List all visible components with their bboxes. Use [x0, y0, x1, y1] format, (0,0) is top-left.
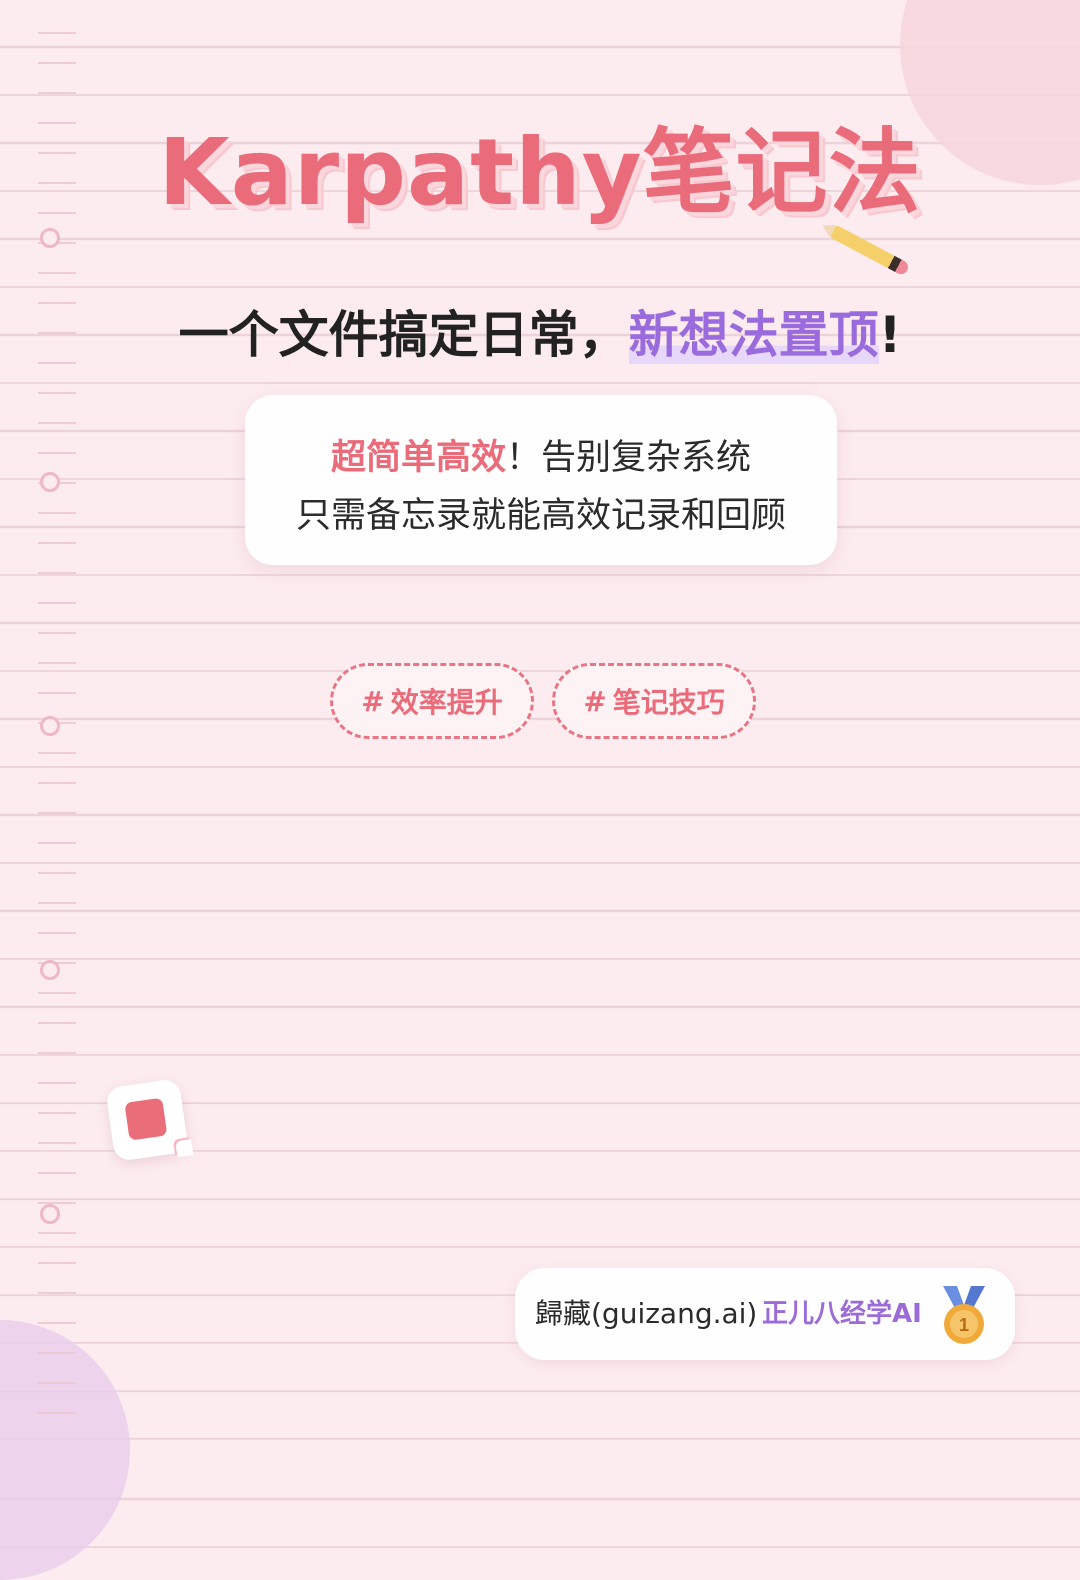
- notebook-ring: [40, 472, 60, 492]
- subtitle-suffix: !: [878, 306, 902, 364]
- sticky-note-square: [124, 1097, 168, 1141]
- notebook-ring: [40, 960, 60, 980]
- sticky-note-icon: [105, 1078, 194, 1162]
- pencil-icon: [829, 224, 911, 277]
- medal-number: 1: [959, 1315, 969, 1335]
- tag-label: 笔记技巧: [612, 686, 725, 719]
- hash-icon: #: [361, 684, 385, 718]
- medal-icon: 1: [943, 1286, 985, 1344]
- footer-card: 歸藏(guizang.ai) 正儿八经学AI 1: [515, 1268, 1015, 1360]
- notebook-ring: [40, 1204, 60, 1224]
- intro-line-1: 超简单高效！告别复杂系统: [245, 429, 837, 487]
- notebook-ring: [40, 228, 60, 248]
- intro-line-1-rest: ！告别复杂系统: [506, 438, 752, 478]
- hash-icon: #: [583, 684, 607, 718]
- notebook-ring: [40, 716, 60, 736]
- subtitle-prefix: 一个文件搞定日常，: [178, 306, 629, 364]
- author-name: 歸藏(guizang.ai): [535, 1297, 758, 1330]
- tag-note-tips[interactable]: # 笔记技巧: [552, 663, 756, 739]
- intro-highlight: 超简单高效: [330, 438, 506, 478]
- subtitle-highlight: 新想法置顶: [628, 306, 879, 364]
- intro-card: 超简单高效！告别复杂系统 只需备忘录就能高效记录和回顾: [245, 395, 837, 565]
- sticky-note-fold: [175, 1139, 194, 1158]
- tag-efficiency[interactable]: # 效率提升: [330, 663, 534, 739]
- page-title: Karpathy笔记法: [158, 119, 922, 226]
- tag-label: 效率提升: [390, 686, 503, 719]
- subtitle: 一个文件搞定日常，新想法置顶!: [0, 295, 1080, 367]
- slogan: 正儿八经学AI: [762, 1299, 922, 1329]
- intro-line-2: 只需备忘录就能高效记录和回顾: [295, 496, 786, 536]
